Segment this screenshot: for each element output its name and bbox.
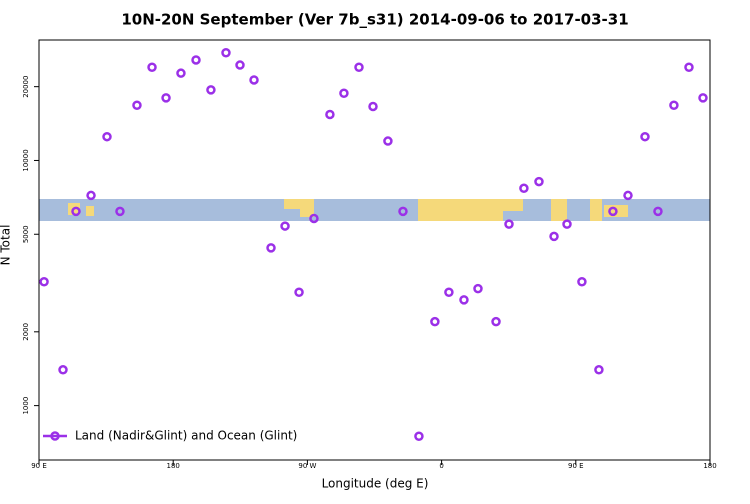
point	[191, 55, 201, 65]
point	[444, 287, 454, 298]
point	[534, 176, 544, 187]
x-tick-label: 90 E	[31, 462, 47, 470]
point	[266, 243, 276, 253]
x-axis-label: Longitude (deg E)	[322, 477, 429, 491]
point	[221, 48, 231, 58]
point	[519, 183, 529, 194]
point	[325, 109, 335, 120]
point	[491, 316, 501, 327]
point	[339, 88, 349, 98]
point	[354, 62, 364, 72]
point	[176, 68, 186, 78]
point	[206, 85, 216, 95]
plot-frame	[38, 39, 711, 461]
point	[86, 190, 96, 201]
point	[368, 101, 378, 112]
point	[39, 277, 49, 287]
point	[549, 231, 559, 242]
point	[280, 221, 290, 231]
x-tick-label: 0	[439, 462, 443, 470]
point	[653, 206, 663, 217]
x-tick-label: 180	[167, 462, 180, 470]
point	[669, 100, 679, 110]
x-tick-label: 90 W	[298, 462, 316, 470]
legend-label: Land (Nadir&Glint) and Ocean (Glint)	[75, 429, 297, 443]
point	[562, 219, 572, 229]
y-tick-label: 5000	[22, 225, 30, 243]
point	[430, 316, 440, 327]
x-tick-label: 90 E	[568, 462, 584, 470]
point	[147, 62, 157, 72]
point	[249, 75, 259, 85]
legend-marker	[50, 431, 60, 441]
point	[577, 277, 587, 287]
point	[383, 136, 393, 146]
point	[309, 213, 319, 224]
point	[608, 206, 618, 217]
y-axis-label: N Total	[0, 225, 13, 266]
x-tick-label: 180	[703, 462, 716, 470]
point	[623, 190, 633, 201]
point	[115, 206, 125, 217]
y-tick-label: 10000	[22, 149, 30, 171]
point	[684, 62, 694, 72]
point	[71, 206, 81, 217]
point	[235, 60, 245, 70]
point	[459, 295, 469, 305]
point	[294, 287, 304, 298]
y-tick-label: 1000	[22, 397, 30, 415]
point	[504, 219, 514, 229]
point	[132, 100, 142, 110]
chart-title: 10N-20N September (Ver 7b_s31) 2014-09-0…	[121, 11, 628, 29]
point	[414, 431, 424, 441]
point	[640, 131, 650, 142]
y-tick-label: 20000	[22, 76, 30, 98]
point	[473, 283, 483, 294]
point	[594, 365, 604, 375]
point	[398, 206, 408, 217]
point	[698, 93, 708, 103]
point	[102, 131, 112, 142]
point	[161, 93, 171, 103]
y-tick-label: 2000	[22, 323, 30, 341]
point	[58, 365, 68, 375]
